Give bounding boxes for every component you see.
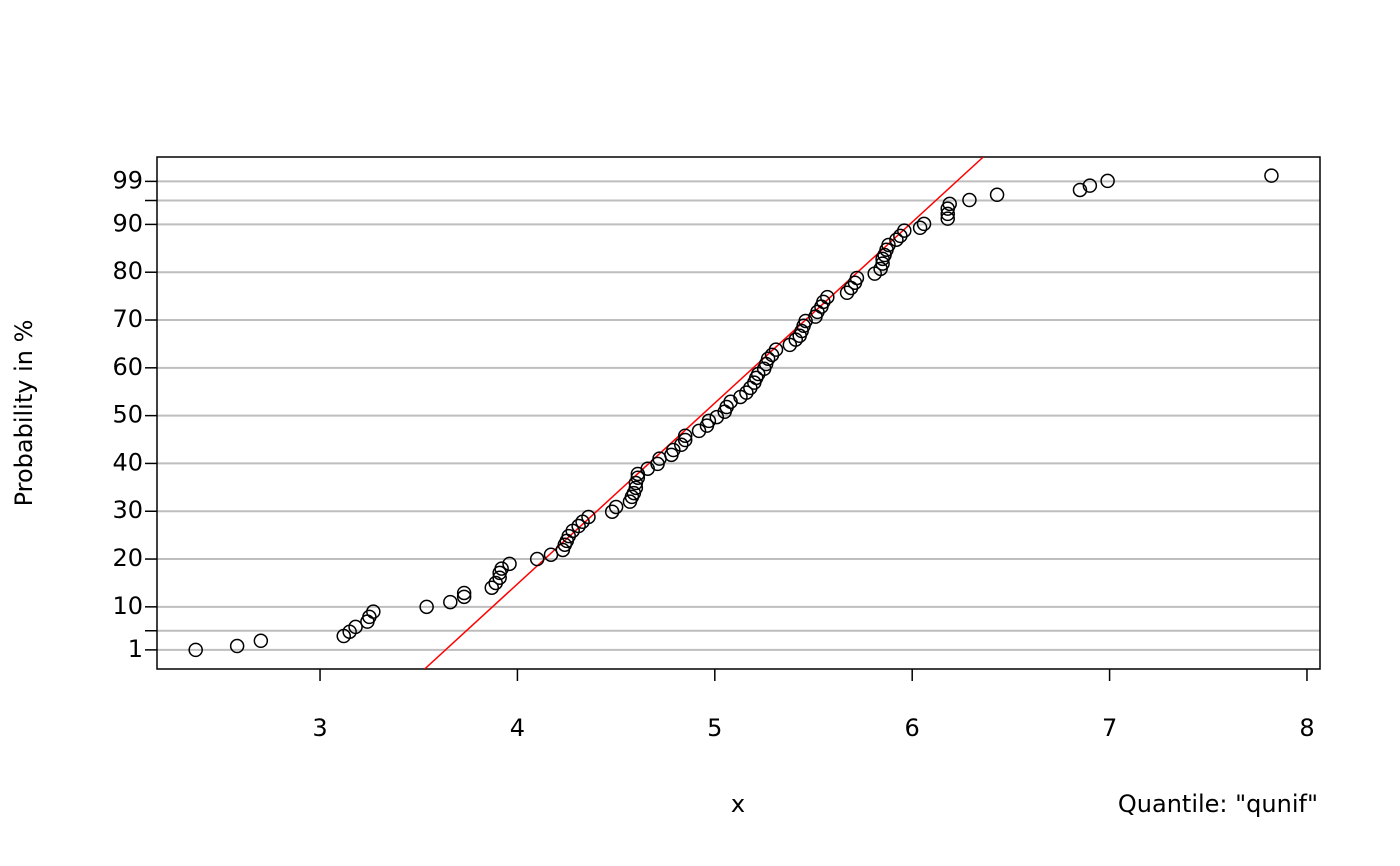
point <box>529 551 545 567</box>
y-tick-label: 40 <box>112 448 143 476</box>
point <box>581 509 596 525</box>
point <box>674 437 689 453</box>
y-tick-label: 30 <box>112 496 143 524</box>
point <box>1082 178 1098 193</box>
point <box>1100 173 1115 189</box>
point <box>492 570 507 585</box>
x-tick-label: 7 <box>1102 714 1117 742</box>
y-tick-label: 20 <box>112 544 143 572</box>
y-tick-label: 10 <box>112 592 143 620</box>
point <box>677 432 693 448</box>
point <box>962 192 977 208</box>
point <box>456 589 472 605</box>
x-tick-label: 3 <box>312 714 327 742</box>
point <box>916 216 932 232</box>
point <box>677 428 693 443</box>
point <box>709 409 725 425</box>
point <box>701 413 717 429</box>
y-tick-label: 60 <box>112 353 143 381</box>
point <box>604 504 620 519</box>
x-tick-label: 6 <box>905 714 920 742</box>
point <box>1264 168 1279 183</box>
point <box>253 633 269 649</box>
point <box>875 256 890 271</box>
annotation: Quantile: "qunif" <box>1118 790 1318 818</box>
point <box>849 270 865 286</box>
point <box>912 220 928 236</box>
x-tick-label: 8 <box>1299 714 1314 742</box>
point <box>419 599 434 615</box>
point <box>628 480 644 496</box>
point <box>443 594 458 610</box>
point <box>889 232 904 247</box>
point <box>839 285 855 301</box>
point <box>820 289 835 305</box>
y-axis-label: Probability in % <box>10 320 38 507</box>
point <box>366 604 381 619</box>
y-tick-label: 80 <box>112 257 143 285</box>
x-tick-label: 4 <box>510 714 525 742</box>
point <box>691 423 707 439</box>
point <box>502 556 517 572</box>
point <box>739 385 754 400</box>
point <box>484 580 500 595</box>
point <box>1072 182 1088 198</box>
point <box>630 470 646 486</box>
y-tick-label: 50 <box>112 401 143 429</box>
point <box>897 223 912 238</box>
plot-frame <box>156 156 1321 670</box>
y-tick-label: 70 <box>112 305 143 333</box>
point <box>768 342 784 357</box>
point <box>989 187 1005 203</box>
point <box>798 313 813 329</box>
point <box>608 499 624 515</box>
point <box>942 196 957 212</box>
x-tick-label: 5 <box>707 714 722 742</box>
point <box>940 206 955 222</box>
y-tick-label: 99 <box>112 166 143 194</box>
plot-area <box>188 157 1279 669</box>
point <box>348 619 363 635</box>
y-tick-label: 1 <box>128 635 143 663</box>
x-axis-label: x <box>731 790 745 818</box>
point <box>229 638 245 654</box>
point <box>494 561 509 576</box>
point <box>940 211 955 226</box>
y-tick-label: 90 <box>112 209 143 237</box>
point <box>881 237 896 253</box>
point <box>456 585 472 601</box>
point <box>571 518 586 534</box>
point <box>760 351 776 366</box>
point <box>666 442 681 458</box>
point <box>816 294 831 310</box>
point <box>188 642 203 658</box>
